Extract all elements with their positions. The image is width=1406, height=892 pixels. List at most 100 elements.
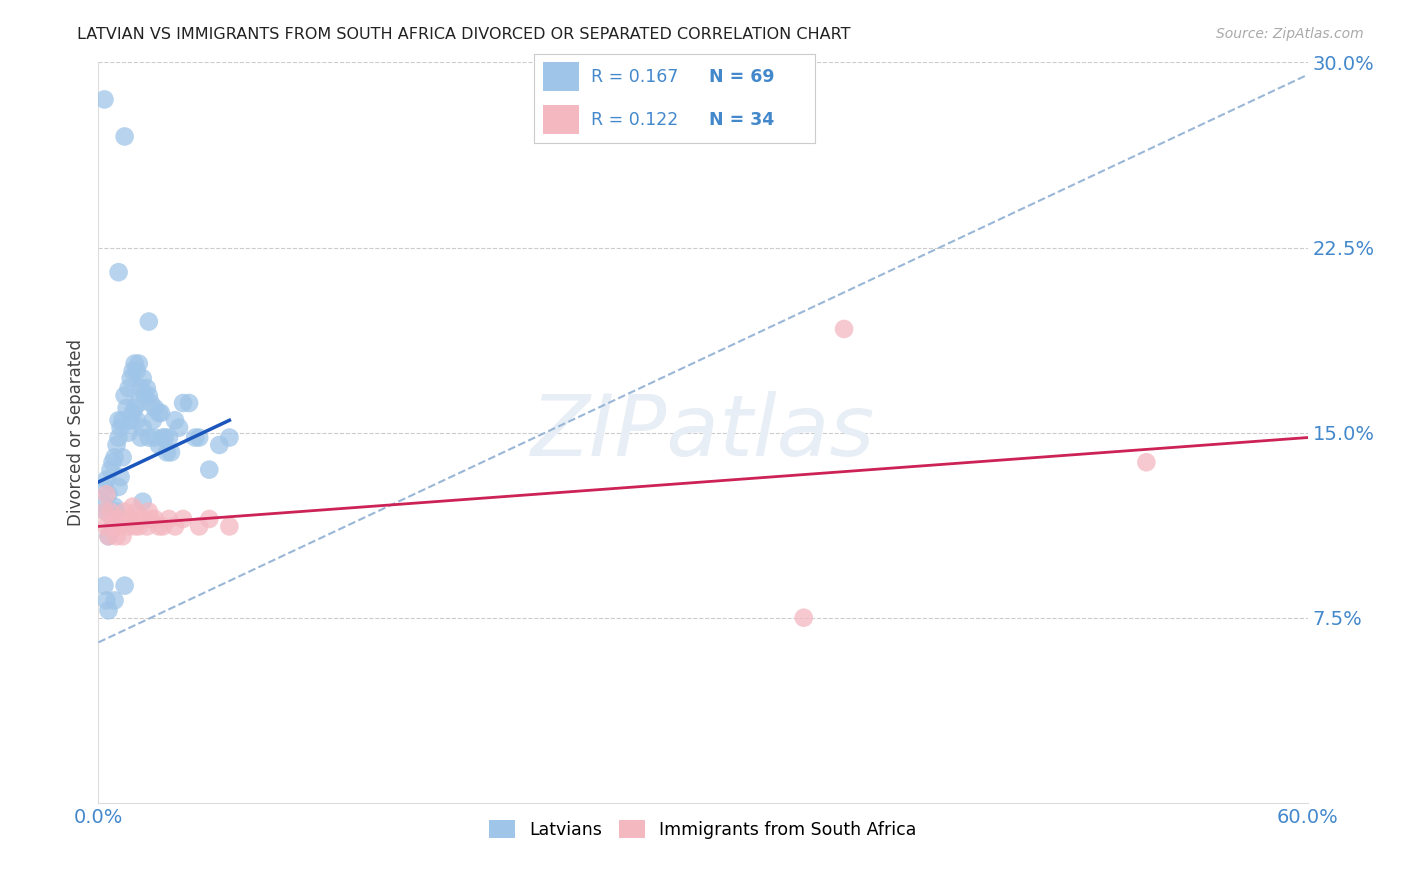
Point (97, 487, 120, 501)
Point (167, 420, 190, 434)
Text: R = 0.122: R = 0.122 (591, 111, 678, 128)
Point (218, 519, 240, 533)
Point (157, 512, 180, 526)
Point (143, 401, 166, 415)
Point (179, 396, 201, 410)
Point (120, 512, 142, 526)
Point (93, 497, 115, 511)
Point (93, 480, 115, 494)
Point (163, 519, 186, 533)
Point (105, 505, 128, 519)
Point (198, 462, 221, 476)
Point (172, 396, 194, 410)
Point (153, 431, 176, 445)
FancyBboxPatch shape (543, 105, 579, 134)
Point (124, 401, 146, 415)
Point (97, 529, 120, 543)
Point (128, 396, 150, 410)
Point (100, 505, 122, 519)
Point (114, 129, 136, 144)
Point (793, 610, 815, 624)
Point (124, 519, 146, 533)
Point (157, 431, 180, 445)
Point (110, 420, 132, 434)
Point (138, 388, 160, 402)
Point (135, 381, 157, 395)
Point (143, 512, 166, 526)
Point (101, 512, 124, 526)
Point (148, 438, 170, 452)
Point (120, 413, 142, 427)
Legend: Latvians, Immigrants from South Africa: Latvians, Immigrants from South Africa (482, 814, 924, 846)
Point (132, 494, 155, 508)
Point (114, 505, 136, 519)
Point (97, 529, 120, 543)
Point (148, 519, 170, 533)
Point (142, 413, 165, 427)
Point (96, 505, 118, 519)
Point (128, 519, 150, 533)
Point (134, 388, 156, 402)
Text: N = 69: N = 69 (709, 68, 775, 86)
Text: LATVIAN VS IMMIGRANTS FROM SOUTH AFRICA DIVORCED OR SEPARATED CORRELATION CHART: LATVIAN VS IMMIGRANTS FROM SOUTH AFRICA … (77, 27, 851, 42)
Point (110, 512, 132, 526)
Point (139, 396, 162, 410)
Text: N = 34: N = 34 (709, 111, 773, 128)
Point (107, 413, 129, 427)
Point (107, 265, 129, 279)
Point (138, 505, 160, 519)
Point (115, 401, 138, 415)
Point (107, 519, 129, 533)
Point (118, 425, 141, 440)
Y-axis label: Divorced or Separated: Divorced or Separated (66, 339, 84, 526)
Point (105, 529, 128, 543)
Point (105, 438, 128, 452)
Point (125, 413, 148, 427)
Point (160, 445, 183, 459)
Point (93, 579, 115, 593)
Point (93, 92, 115, 106)
Point (118, 381, 141, 395)
Point (143, 431, 166, 445)
Point (114, 388, 136, 402)
Point (138, 431, 160, 445)
Point (132, 371, 155, 385)
Point (96, 519, 118, 533)
Point (152, 431, 174, 445)
Point (125, 505, 148, 519)
Point (125, 364, 148, 378)
Point (132, 420, 155, 434)
Point (111, 450, 134, 465)
Point (129, 431, 152, 445)
Point (121, 364, 143, 378)
Point (1135, 455, 1157, 469)
Point (128, 357, 150, 371)
Point (156, 445, 179, 459)
Point (96, 487, 118, 501)
Point (172, 512, 194, 526)
Point (138, 314, 160, 328)
Point (188, 431, 211, 445)
Point (120, 371, 142, 385)
Point (163, 413, 186, 427)
Point (111, 413, 134, 427)
Text: Source: ZipAtlas.com: Source: ZipAtlas.com (1216, 27, 1364, 41)
Point (184, 431, 207, 445)
Text: ZIPatlas: ZIPatlas (531, 391, 875, 475)
Point (96, 473, 118, 487)
Point (103, 500, 125, 514)
Point (107, 480, 129, 494)
Point (101, 455, 124, 469)
Point (93, 505, 115, 519)
Point (100, 462, 122, 476)
Point (129, 381, 152, 395)
Point (107, 431, 129, 445)
Point (149, 406, 172, 420)
Point (118, 519, 141, 533)
Point (198, 512, 221, 526)
Point (103, 512, 125, 526)
Point (139, 512, 162, 526)
Point (114, 579, 136, 593)
Point (96, 593, 118, 607)
FancyBboxPatch shape (543, 62, 579, 91)
